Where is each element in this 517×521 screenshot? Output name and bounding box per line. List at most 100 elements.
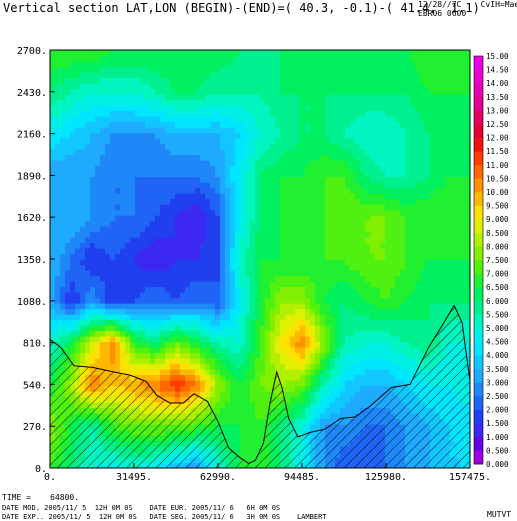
field-cell: [50, 248, 56, 255]
field-cell: [165, 220, 171, 227]
field-cell: [325, 347, 331, 354]
field-cell: [340, 165, 346, 172]
field-cell: [125, 308, 131, 315]
field-cell: [170, 231, 176, 238]
field-cell: [375, 286, 381, 293]
field-cell: [90, 336, 96, 343]
field-cell: [260, 413, 266, 420]
field-cell: [205, 165, 211, 172]
field-cell: [445, 149, 451, 156]
field-cell: [130, 363, 136, 370]
field-cell: [275, 176, 281, 183]
field-cell: [235, 275, 241, 282]
field-cell: [70, 292, 76, 299]
field-cell: [365, 292, 371, 299]
field-cell: [260, 204, 266, 211]
field-cell: [70, 259, 76, 266]
field-cell: [220, 314, 226, 321]
field-cell: [335, 237, 341, 244]
field-cell: [315, 303, 321, 310]
field-cell: [325, 248, 331, 255]
field-cell: [265, 325, 271, 332]
field-cell: [100, 154, 106, 161]
field-cell: [260, 363, 266, 370]
field-cell: [210, 314, 216, 321]
field-cell: [365, 204, 371, 211]
field-cell: [450, 176, 456, 183]
field-cell: [250, 413, 256, 420]
field-cell: [405, 171, 411, 178]
field-cell: [325, 264, 331, 271]
field-cell: [365, 259, 371, 266]
field-cell: [340, 264, 346, 271]
field-cell: [80, 281, 86, 288]
field-cell: [155, 215, 161, 222]
field-cell: [145, 165, 151, 172]
field-cell: [190, 187, 196, 194]
field-cell: [455, 297, 461, 304]
field-cell: [250, 226, 256, 233]
field-cell: [225, 231, 231, 238]
field-cell: [430, 226, 436, 233]
field-cell: [380, 319, 386, 326]
field-cell: [465, 171, 470, 178]
field-cell: [50, 303, 56, 310]
field-cell: [385, 198, 391, 205]
field-cell: [360, 352, 366, 359]
field-cell: [320, 281, 326, 288]
field-cell: [285, 149, 291, 156]
field-cell: [80, 209, 86, 216]
field-cell: [320, 413, 326, 420]
field-cell: [315, 160, 321, 167]
field-cell: [200, 303, 206, 310]
field-cell: [175, 248, 181, 255]
field-cell: [105, 226, 111, 233]
field-cell: [90, 330, 96, 337]
field-cell: [235, 226, 241, 233]
field-cell: [260, 297, 266, 304]
field-cell: [325, 308, 331, 315]
field-cell: [390, 154, 396, 161]
field-cell: [125, 209, 131, 216]
field-cell: [150, 193, 156, 200]
field-cell: [210, 138, 216, 145]
field-cell: [420, 231, 426, 238]
field-cell: [130, 248, 136, 255]
field-cell: [215, 237, 221, 244]
field-cell: [415, 176, 421, 183]
field-cell: [370, 308, 376, 315]
field-cell: [355, 330, 361, 337]
field-cell: [255, 440, 261, 447]
field-cell: [210, 281, 216, 288]
field-cell: [415, 347, 421, 354]
field-cell: [360, 259, 366, 266]
field-cell: [250, 220, 256, 227]
field-cell: [240, 149, 246, 156]
field-cell: [315, 143, 321, 150]
field-cell: [170, 369, 176, 376]
field-cell: [185, 165, 191, 172]
field-cell: [385, 297, 391, 304]
field-cell: [230, 182, 236, 189]
field-cell: [250, 358, 256, 365]
field-cell: [420, 165, 426, 172]
field-cell: [255, 297, 261, 304]
field-cell: [380, 308, 386, 315]
field-cell: [110, 220, 116, 227]
field-cell: [340, 303, 346, 310]
field-cell: [315, 330, 321, 337]
field-cell: [300, 407, 306, 414]
field-cell: [350, 264, 356, 271]
field-cell: [215, 204, 221, 211]
field-cell: [120, 363, 126, 370]
field-cell: [425, 319, 431, 326]
field-cell: [50, 182, 56, 189]
field-cell: [100, 253, 106, 260]
field-cell: [335, 270, 341, 277]
field-cell: [460, 303, 466, 310]
field-cell: [95, 160, 101, 167]
field-cell: [175, 325, 181, 332]
field-cell: [325, 270, 331, 277]
field-cell: [370, 330, 376, 337]
field-cell: [60, 193, 66, 200]
